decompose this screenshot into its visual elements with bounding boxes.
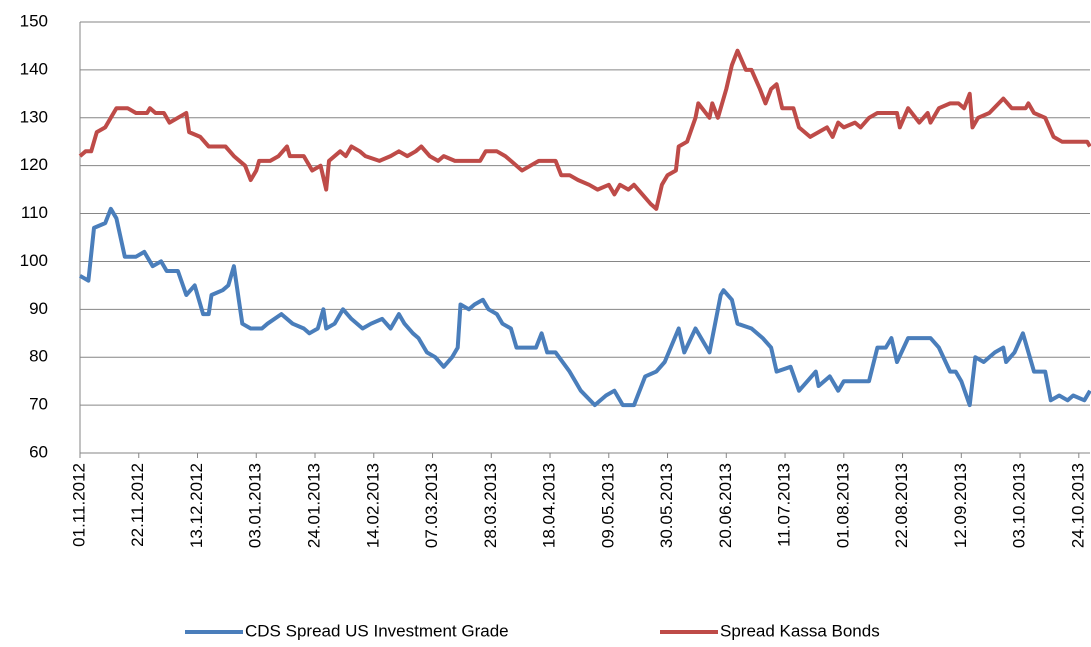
x-tick-label: 20.06.2013 [716, 463, 735, 548]
y-tick-label: 100 [20, 251, 48, 270]
x-tick-label: 14.02.2013 [363, 463, 382, 548]
x-tick-label: 11.07.2013 [775, 463, 794, 547]
series-line [79, 206, 1091, 408]
x-tick-label: 24.01.2013 [304, 463, 323, 548]
x-tick-label: 09.05.2013 [598, 463, 617, 548]
legend-label: Spread Kassa Bonds [720, 621, 880, 640]
y-tick-label: 140 [20, 59, 48, 78]
x-tick-label: 18.04.2013 [540, 463, 559, 548]
y-tick-label: 120 [20, 155, 48, 174]
x-tick-label: 03.01.2013 [246, 463, 265, 548]
x-tick-label: 22.11.2012 [128, 463, 147, 547]
y-tick-label: 110 [21, 203, 48, 222]
x-tick-label: 01.11.2012 [69, 463, 88, 547]
x-tick-label: 13.12.2012 [187, 463, 206, 548]
x-tick-label: 01.08.2013 [833, 463, 852, 548]
y-tick-label: 80 [29, 347, 48, 366]
series-line [78, 48, 1091, 211]
x-tick-label: 30.05.2013 [657, 463, 676, 548]
y-tick-label: 90 [29, 299, 48, 318]
y-tick-label: 60 [29, 442, 48, 461]
y-tick-label: 130 [20, 107, 48, 126]
x-tick-label: 24.10.2013 [1068, 463, 1087, 548]
x-tick-label: 22.08.2013 [892, 463, 911, 548]
legend-label: CDS Spread US Investment Grade [245, 621, 509, 640]
y-tick-label: 150 [20, 11, 48, 30]
x-tick-label: 03.10.2013 [1010, 463, 1029, 548]
x-tick-label: 12.09.2013 [951, 463, 970, 548]
x-tick-label: 28.03.2013 [481, 463, 500, 548]
x-tick-label: 07.03.2013 [422, 463, 441, 548]
y-tick-label: 70 [29, 395, 48, 414]
